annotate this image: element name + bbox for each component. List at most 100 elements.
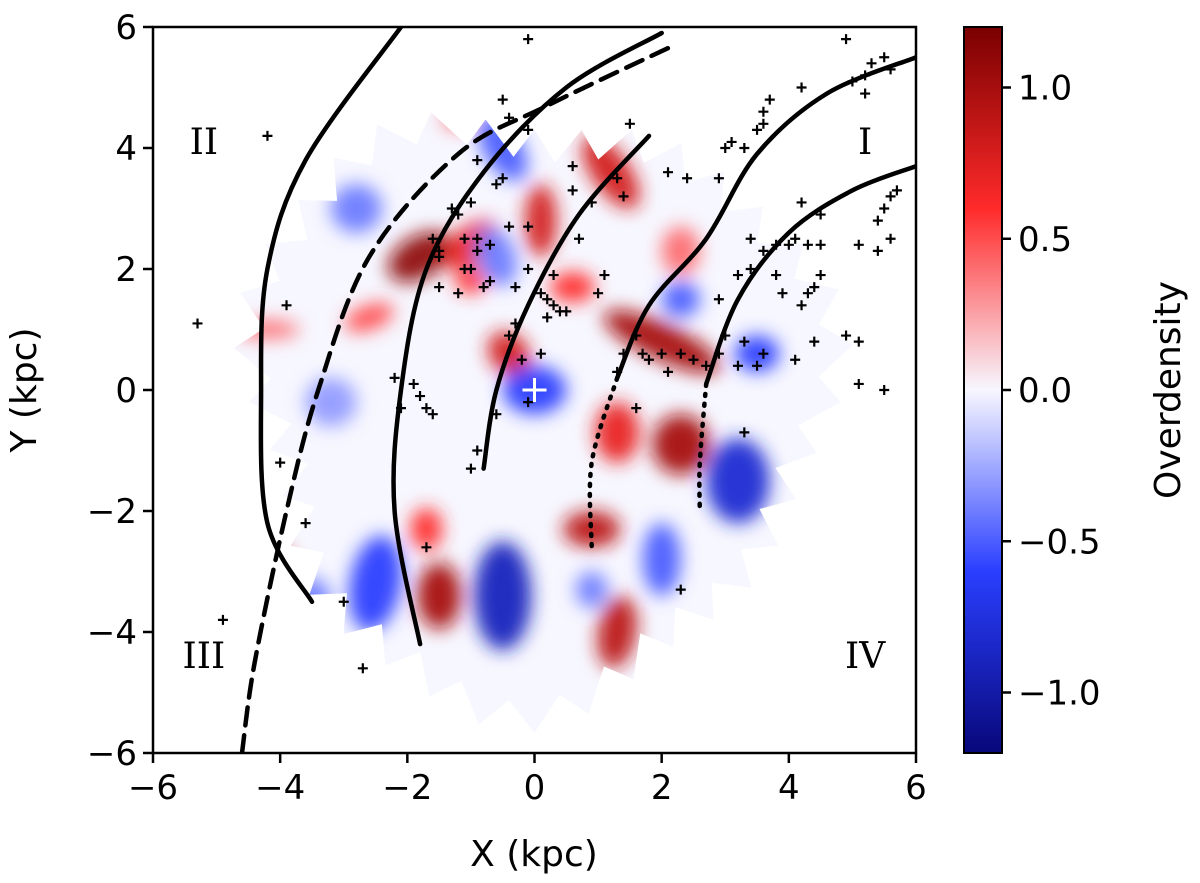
star-marker	[796, 300, 807, 311]
star-marker	[262, 130, 273, 141]
quadrant-label: IV	[845, 636, 886, 677]
star-marker	[764, 94, 775, 105]
underdensity-blob	[734, 335, 780, 372]
overdensity-blob	[524, 184, 557, 257]
x-tick-label: 6	[905, 768, 927, 808]
colorbar-tick-label: 0.5	[1018, 220, 1072, 260]
star-marker	[637, 348, 648, 359]
star-marker	[790, 354, 801, 365]
star-marker	[415, 391, 426, 402]
star-marker	[713, 294, 724, 305]
star-marker	[732, 360, 743, 371]
x-tick-label: −6	[128, 768, 178, 808]
star-marker	[408, 378, 419, 389]
spiral-arm-6-extension	[697, 381, 709, 514]
star-marker	[434, 251, 445, 262]
star-marker	[675, 584, 686, 595]
x-tick-label: −4	[255, 768, 305, 808]
spiral-arm-4	[481, 133, 652, 471]
star-marker	[453, 209, 464, 220]
star-marker	[815, 270, 826, 281]
star-marker	[567, 161, 578, 172]
star-marker	[701, 360, 712, 371]
underdensity-blob	[349, 535, 402, 632]
underdensity-blob	[305, 377, 357, 427]
overdensity-blob	[550, 272, 595, 303]
star-marker	[465, 197, 476, 208]
spiral-arm-1	[258, 27, 404, 605]
star-marker	[612, 366, 623, 377]
y-tick-label: −2	[87, 492, 137, 532]
star-marker	[421, 403, 432, 414]
star-marker	[860, 70, 871, 81]
star-marker	[885, 64, 896, 75]
star-marker	[516, 354, 527, 365]
colorbar-tick-label: −1.0	[1018, 674, 1101, 714]
quadrant-label: II	[190, 122, 218, 163]
underdensity-blob	[475, 227, 518, 287]
star-marker	[758, 106, 769, 117]
x-axis-label: X (kpc)	[470, 834, 598, 875]
star-marker	[599, 270, 610, 281]
star-marker	[542, 294, 553, 305]
colorbar: −1.0 −0.5 0.0 0.5 1.0 Overdensity	[963, 26, 1189, 754]
star-marker	[675, 348, 686, 359]
x-tick-label: 4	[778, 768, 800, 808]
star-marker	[777, 288, 788, 299]
sun-marker-cross	[522, 378, 547, 402]
star-marker	[885, 191, 896, 202]
star-marker	[809, 336, 820, 347]
x-tick-label: 0	[524, 768, 546, 808]
underdensity-blob	[331, 184, 382, 233]
star-marker	[872, 245, 883, 256]
star-marker	[796, 197, 807, 208]
star-marker	[389, 372, 400, 383]
colorbar-tick-label: 1.0	[1018, 69, 1072, 109]
y-tick-label: −6	[87, 734, 137, 774]
star-marker	[663, 366, 674, 377]
star-marker	[739, 143, 750, 153]
star-marker	[275, 457, 286, 468]
star-marker	[802, 288, 813, 299]
y-axis: −6 −4 −2 0 2 4 6	[87, 8, 153, 774]
star-marker	[624, 118, 635, 129]
overdensity-blob	[603, 310, 720, 374]
star-marker	[300, 518, 311, 529]
star-marker	[459, 233, 470, 244]
underdensity-blob	[642, 523, 681, 596]
star-marker	[853, 378, 864, 389]
star-marker	[472, 155, 483, 166]
star-marker	[472, 445, 483, 456]
star-marker	[688, 354, 699, 365]
star-marker	[631, 403, 642, 414]
star-marker	[771, 239, 782, 250]
x-axis: −6 −4 −2 0 2 4 6	[128, 753, 927, 808]
quadrant-label: I	[858, 122, 872, 163]
overdensity-blob	[652, 414, 710, 475]
star-marker	[631, 330, 642, 341]
star-marker	[192, 318, 203, 329]
star-marker	[523, 221, 534, 232]
star-marker	[510, 282, 521, 293]
colorbar-gradient	[963, 26, 1003, 754]
y-tick-label: 2	[115, 250, 137, 290]
star-marker	[535, 348, 546, 359]
star-marker	[523, 397, 534, 408]
colorbar-tick-label: 0.0	[1018, 371, 1072, 411]
star-marker	[217, 614, 228, 625]
star-marker	[809, 282, 820, 293]
star-marker	[841, 34, 852, 45]
x-tick-label: 2	[651, 768, 673, 808]
star-marker	[484, 239, 495, 250]
star-marker	[815, 209, 826, 220]
star-marker	[542, 312, 553, 323]
star-marker	[853, 239, 864, 250]
star-marker	[720, 330, 731, 341]
sun-marker	[522, 378, 547, 402]
star-marker	[523, 124, 534, 135]
star-marker	[739, 336, 750, 347]
spiral-arm-3	[391, 30, 664, 647]
star-marker	[758, 118, 769, 129]
star-marker	[465, 463, 476, 474]
overdensity-blob	[416, 562, 462, 629]
